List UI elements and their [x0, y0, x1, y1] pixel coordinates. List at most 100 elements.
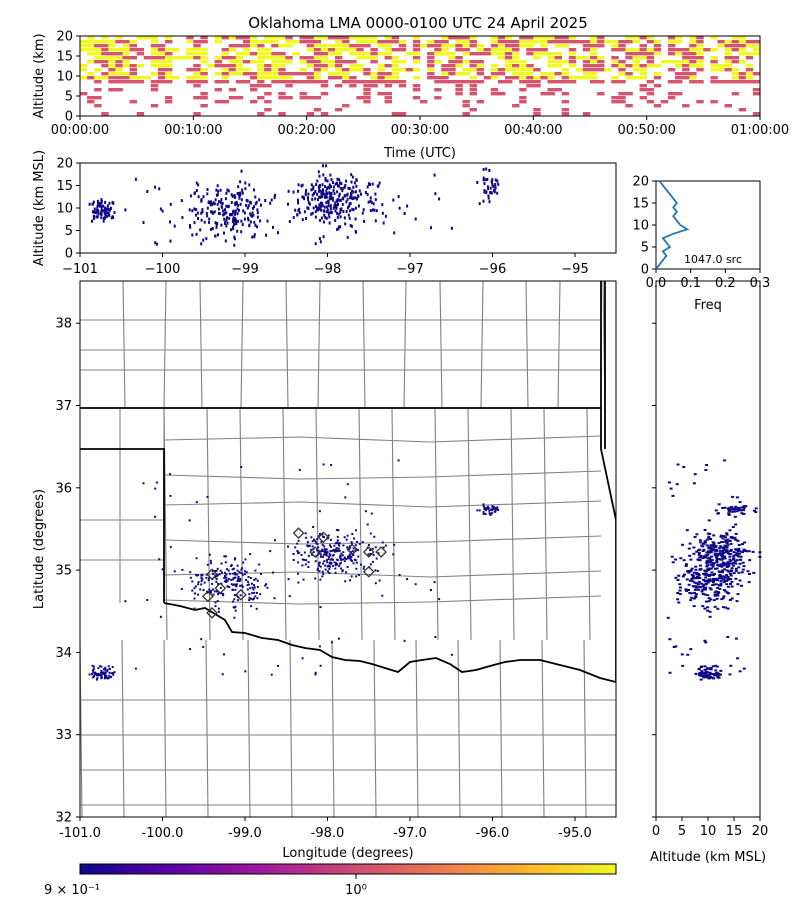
time-height-cell [519, 96, 527, 100]
time-height-cell [313, 44, 322, 48]
lon-alt-source [350, 224, 353, 228]
map-source [496, 506, 499, 509]
alt-lat-source [684, 588, 688, 591]
time-height-cell [193, 80, 201, 84]
time-height-cell [320, 56, 329, 60]
alt-lat-source [714, 664, 718, 667]
map-source [338, 542, 341, 545]
map-source [307, 566, 310, 568]
lon-alt-source [201, 208, 204, 212]
time-height-cell [235, 64, 244, 68]
time-height-cell [292, 80, 300, 84]
time-height-cell [342, 60, 350, 64]
lon-alt-source [191, 209, 194, 213]
map-source [491, 505, 494, 508]
lon-alt-source [237, 219, 240, 223]
lon-alt-source [292, 216, 295, 220]
alt-lat-source [712, 677, 716, 680]
map-source [196, 593, 199, 596]
time-height-cell [526, 76, 534, 80]
alt-lat-source [699, 666, 703, 668]
alt-lat-source [700, 590, 704, 593]
alt-lat-source [708, 546, 712, 549]
lon-alt-source [325, 216, 328, 220]
alt-lat-source [717, 552, 721, 555]
map-source [169, 546, 172, 549]
lon-alt-source [321, 192, 324, 196]
lon-alt-source [350, 193, 352, 197]
map-source [332, 558, 334, 561]
time-height-cell [632, 36, 640, 40]
alt-lat-source [742, 548, 746, 551]
alt-lat-source [707, 597, 711, 600]
map-source [384, 544, 387, 547]
map-source [338, 549, 341, 552]
alt-lat-source [715, 597, 719, 600]
time-height-cell [497, 92, 506, 96]
time-height-cell [285, 96, 293, 100]
time-height-cell [370, 52, 378, 56]
lon-alt-source [108, 208, 111, 212]
time-height-cell [391, 80, 400, 84]
time-height-cell [342, 80, 350, 84]
alt-lat-source [714, 509, 718, 512]
histogram-x-label: Freq [694, 298, 722, 313]
time-height-cell [689, 76, 697, 80]
alt-lat-source [704, 582, 708, 585]
map-source [325, 552, 328, 554]
time-height-cell [94, 80, 102, 84]
time-height-cell [632, 60, 640, 64]
map-source [246, 584, 249, 587]
time-height-cell [384, 44, 392, 48]
county-line [525, 281, 529, 409]
time-height-cell [101, 60, 109, 64]
time-height-cell [214, 88, 222, 92]
map-source [320, 550, 323, 553]
alt-lat-source [734, 548, 738, 551]
lon-alt-source [189, 224, 191, 228]
time-height-cell [278, 60, 286, 64]
alt-lat-source [719, 545, 723, 548]
lon-alt-source [306, 206, 309, 210]
map-source [316, 549, 319, 552]
county-line [586, 407, 591, 641]
time-height-cell [264, 68, 272, 72]
time-height-cell [186, 68, 194, 72]
alt-lat-source [730, 562, 734, 565]
red-river-border [163, 602, 616, 683]
time-height-cell [731, 92, 740, 96]
map-source [301, 564, 304, 567]
map-source [265, 583, 268, 586]
time-height-cell [349, 44, 357, 48]
time-height-cell [540, 76, 548, 80]
station-marker [362, 565, 375, 578]
alt-lat-source [715, 559, 719, 562]
station-marker [346, 543, 359, 556]
map-source [360, 563, 362, 566]
time-height-cell [582, 72, 591, 76]
map-source [321, 533, 324, 536]
lon-alt-source [93, 215, 96, 219]
map-source [161, 568, 164, 571]
time-height-cell [476, 60, 485, 64]
x-tick-label: 5 [678, 824, 686, 839]
lon-alt-source [331, 198, 334, 202]
alt-lat-source [726, 591, 729, 594]
map-source [200, 574, 203, 577]
map-source [226, 579, 229, 582]
time-height-cell [618, 64, 626, 68]
lon-alt-source [326, 208, 329, 212]
alt-lat-source [716, 554, 719, 556]
map-source [327, 558, 330, 561]
time-height-cell [568, 80, 577, 84]
time-height-cell [384, 92, 392, 96]
map-source [212, 588, 214, 591]
map-source [319, 532, 321, 535]
colorbar-right-label: 10⁰ [345, 883, 367, 898]
map-source [236, 569, 239, 572]
lon-alt-source [328, 183, 331, 187]
lon-alt-source [234, 212, 236, 216]
time-height-cell [157, 60, 166, 64]
x-tick-label: 00:10:00 [164, 123, 222, 138]
time-height-cell [179, 56, 187, 60]
